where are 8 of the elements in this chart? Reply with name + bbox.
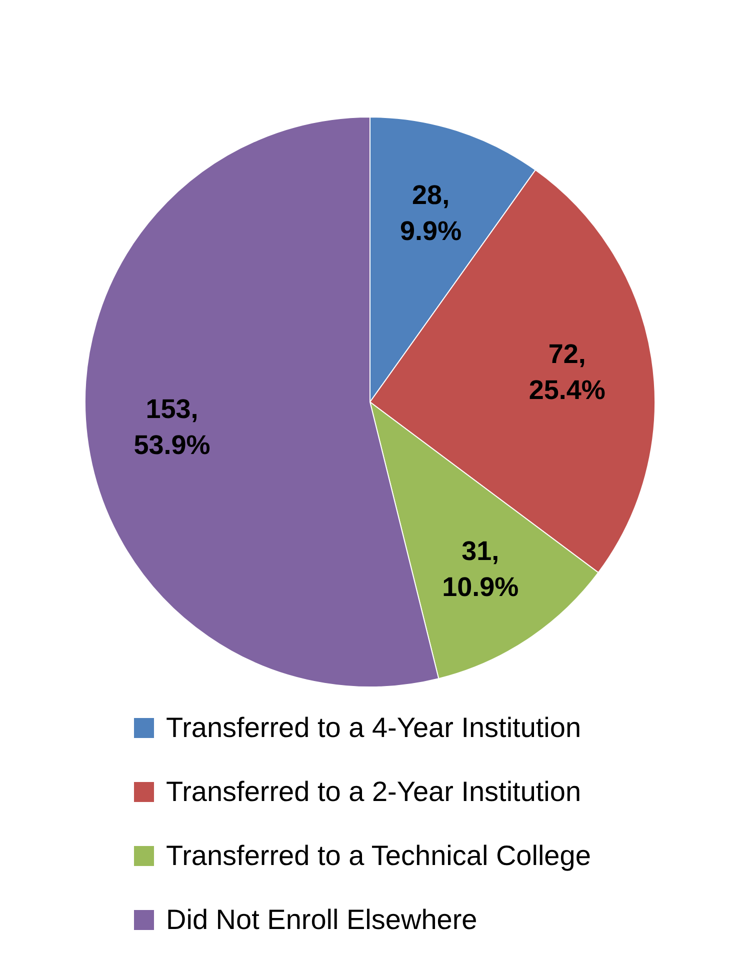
legend-label: Transferred to a 4-Year Institution	[166, 712, 582, 744]
data-label: 28, 9.9%	[400, 180, 462, 246]
legend-label: Did Not Enroll Elsewhere	[166, 904, 478, 936]
legend-label: Transferred to a 2-Year Institution	[166, 776, 582, 808]
data-label: 153, 53.9%	[134, 394, 210, 460]
data-label: 72, 25.4%	[528, 339, 606, 406]
legend-label: Transferred to a Technical College	[166, 840, 591, 872]
data-label: 31, 10.9%	[442, 536, 519, 602]
